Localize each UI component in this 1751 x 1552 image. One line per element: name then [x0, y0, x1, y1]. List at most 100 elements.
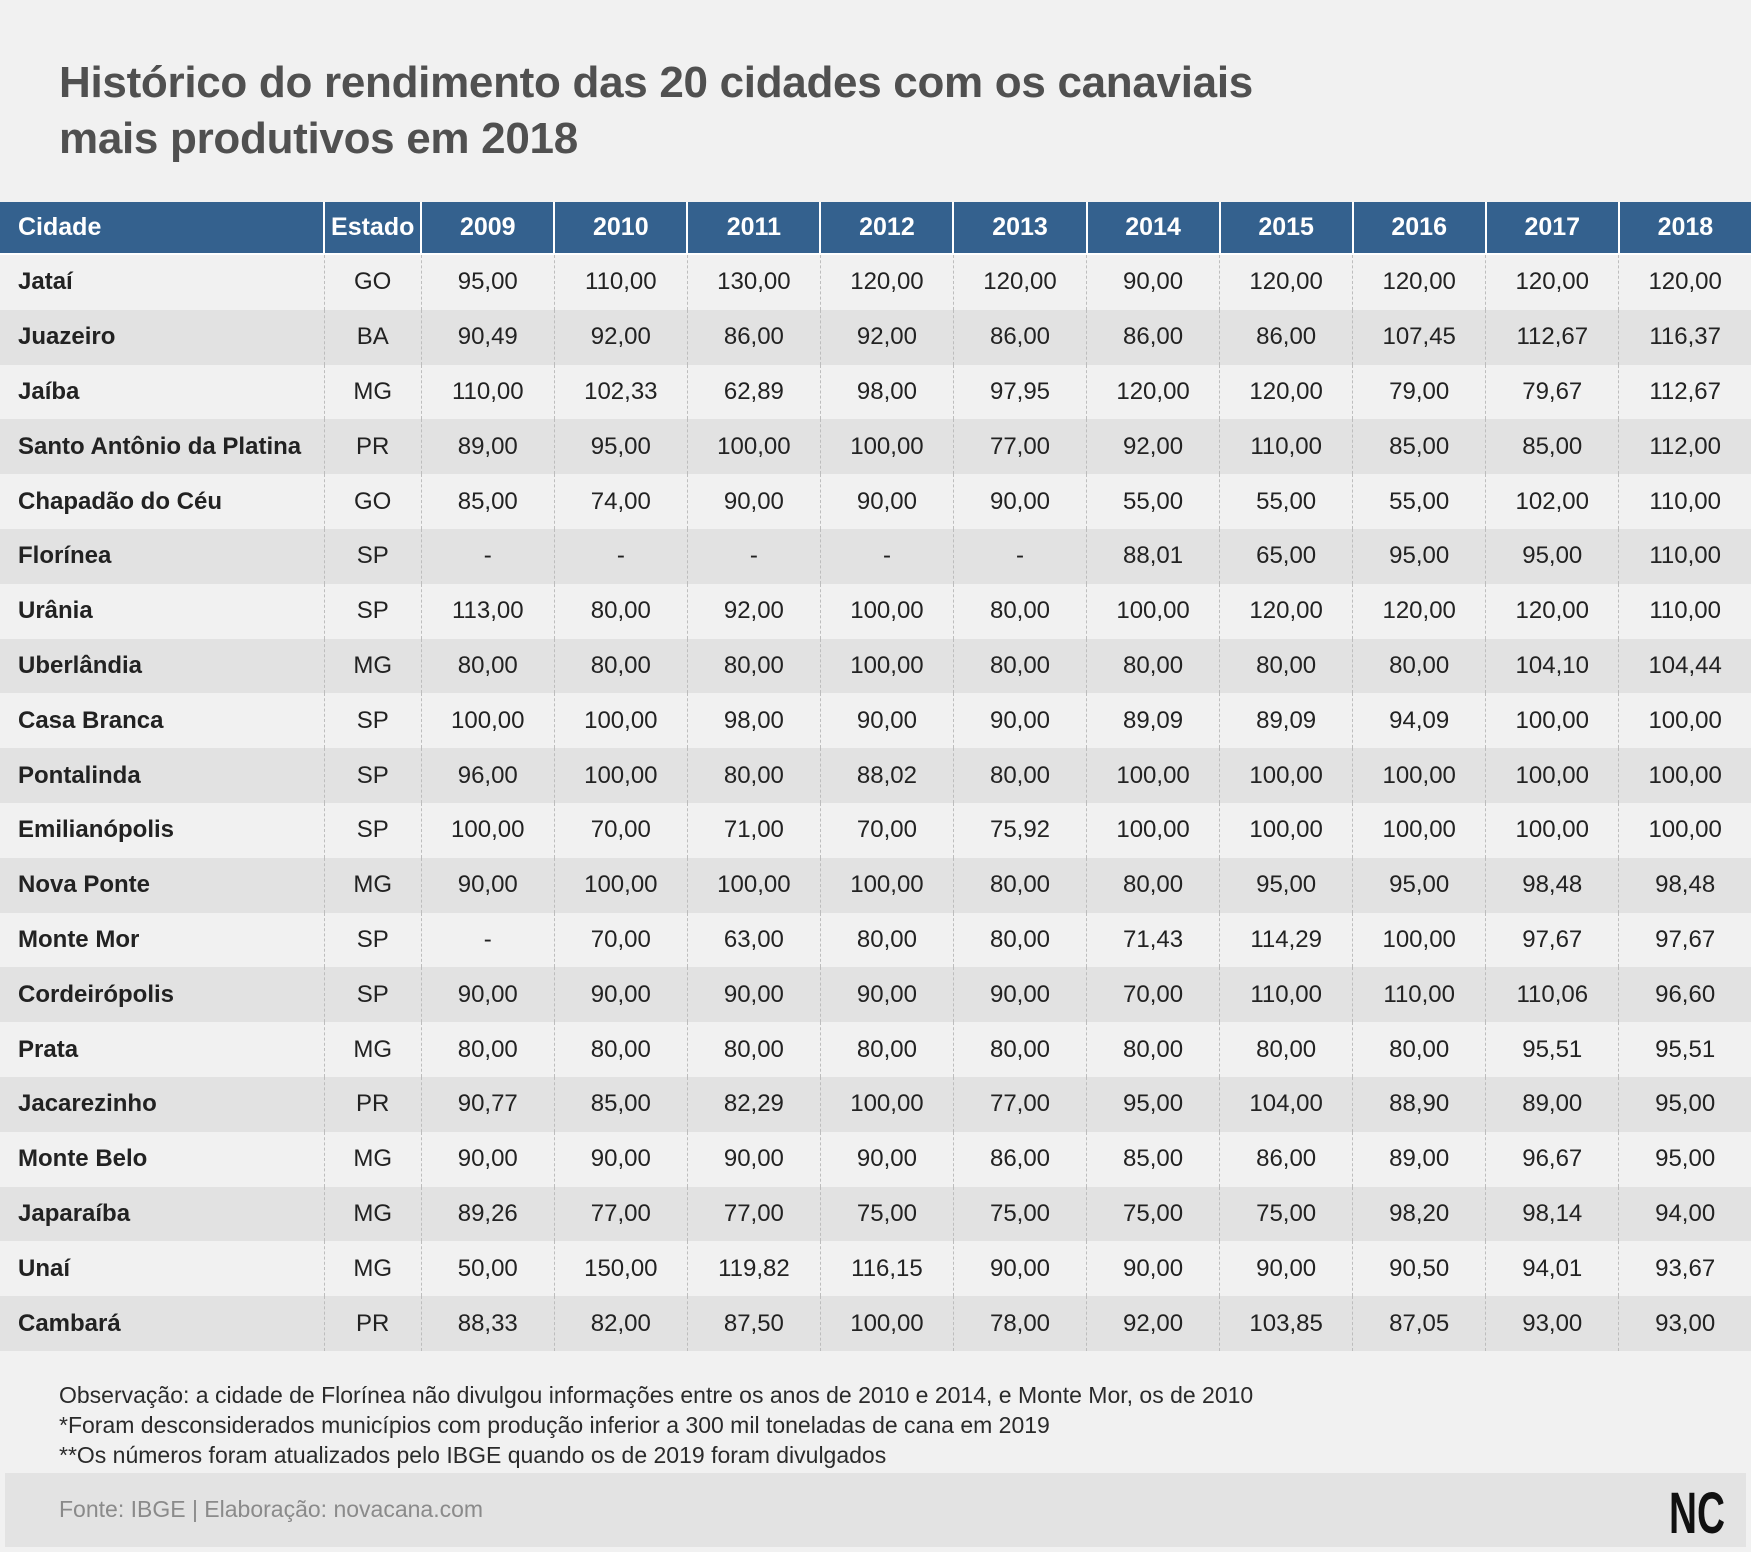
- yield-cell: 87,50: [686, 1296, 821, 1351]
- yield-cell: 100,00: [1352, 748, 1486, 803]
- yield-cell: 95,51: [1485, 1022, 1619, 1077]
- yield-cell: 98,14: [1485, 1186, 1619, 1242]
- table-row: Chapadão do Céu GO 85,00 74,00 90,00 90,00 90,…: [0, 474, 1751, 529]
- city-cell: Emilianópolis: [0, 802, 325, 858]
- yield-cell: 90,00: [553, 1131, 688, 1187]
- yield-cell: 95,00: [1352, 857, 1486, 913]
- yield-cell: 75,00: [1219, 1186, 1353, 1242]
- yield-cell: 71,00: [686, 802, 821, 858]
- yield-cell: 100,00: [819, 638, 954, 694]
- yield-cell: 120,00: [1086, 364, 1220, 420]
- yield-cell: 100,00: [819, 419, 954, 475]
- yield-cell: 80,00: [686, 1022, 821, 1077]
- yield-cell: 95,00: [1485, 528, 1619, 584]
- yield-cell: 55,00: [1086, 474, 1220, 529]
- yield-cell: 100,00: [1219, 802, 1353, 858]
- yield-cell: 100,00: [420, 693, 555, 749]
- yield-cell: 90,00: [1219, 1241, 1353, 1297]
- table-header: Cidade Estado 2009 2010 2011 2012 2013 2014 2015…: [0, 202, 1751, 255]
- footer: Fonte: IBGE | Elaboração: novacana.com N…: [5, 1473, 1746, 1547]
- yield-cell: 100,00: [1618, 802, 1751, 858]
- yield-cell: 80,00: [1086, 638, 1220, 694]
- yield-cell: 90,00: [819, 474, 954, 529]
- yield-cell: 86,00: [952, 309, 1087, 365]
- yield-cell: 70,00: [553, 912, 688, 968]
- city-cell: Santo Antônio da Platina: [0, 419, 325, 475]
- yield-cell: 100,00: [420, 802, 555, 858]
- table-row: Casa Branca SP 100,00 100,00 98,00 90,00 90,00…: [0, 693, 1751, 749]
- yield-cell: 75,92: [952, 802, 1087, 858]
- state-cell: PR: [323, 419, 422, 475]
- yield-cell: 90,00: [952, 474, 1087, 529]
- table-row: Urânia SP 113,00 80,00 92,00 100,00 80,00 100,0…: [0, 583, 1751, 639]
- note-municipios: *Foram desconsiderados municípios com pr…: [59, 1412, 1050, 1438]
- yield-cell: 75,00: [1086, 1186, 1220, 1242]
- yield-cell: 80,00: [1086, 1022, 1220, 1077]
- yield-cell: 86,00: [1086, 309, 1220, 365]
- state-cell: MG: [323, 1022, 422, 1077]
- yield-cell: 85,00: [420, 474, 555, 529]
- yield-cell: 88,01: [1086, 528, 1220, 584]
- column-header-year: 2016: [1351, 202, 1486, 255]
- column-header-year: 2011: [686, 202, 821, 255]
- yield-cell: 78,00: [952, 1296, 1087, 1351]
- yield-cell: 93,00: [1485, 1296, 1619, 1351]
- yield-cell: 103,85: [1219, 1296, 1353, 1351]
- yield-cell: 95,00: [553, 419, 688, 475]
- column-header-year: 2013: [952, 202, 1087, 255]
- yield-cell: 90,00: [819, 967, 954, 1023]
- yield-cell: 77,00: [686, 1186, 821, 1242]
- table-row: Monte Belo MG 90,00 90,00 90,00 90,00 86,00 85,…: [0, 1131, 1751, 1187]
- column-header-year: 2009: [420, 202, 555, 255]
- state-cell: MG: [323, 1241, 422, 1297]
- yield-cell: 80,00: [1352, 1022, 1486, 1077]
- yield-cell: 112,67: [1618, 364, 1751, 420]
- yield-cell: 98,20: [1352, 1186, 1486, 1242]
- table-row: Cambará PR 88,33 82,00 87,50 100,00 78,00 92,00…: [0, 1296, 1751, 1351]
- yield-cell: 96,60: [1618, 967, 1751, 1023]
- yield-cell: 120,00: [952, 254, 1087, 310]
- city-cell: Uberlândia: [0, 638, 325, 694]
- state-cell: GO: [323, 474, 422, 529]
- city-cell: Monte Mor: [0, 912, 325, 968]
- yield-cell: 93,67: [1618, 1241, 1751, 1297]
- yield-cell: 85,00: [1352, 419, 1486, 475]
- column-header-year: 2015: [1218, 202, 1353, 255]
- yield-cell: 55,00: [1219, 474, 1353, 529]
- yield-cell: 113,00: [420, 583, 555, 639]
- yield-cell: 110,00: [420, 364, 555, 420]
- yield-cell: 110,00: [1618, 474, 1751, 529]
- table-row: Jaíba MG 110,00 102,33 62,89 98,00 97,95 120,00…: [0, 364, 1751, 420]
- yield-cell: 120,00: [1618, 254, 1751, 310]
- state-cell: SP: [323, 528, 422, 584]
- yield-cell: 100,00: [819, 583, 954, 639]
- state-cell: MG: [323, 1186, 422, 1242]
- city-cell: Prata: [0, 1022, 325, 1077]
- yield-cell: 95,00: [1086, 1076, 1220, 1132]
- table-row: Juazeiro BA 90,49 92,00 86,00 92,00 86,00 86,00…: [0, 309, 1751, 365]
- source-credit: Fonte: IBGE | Elaboração: novacana.com: [59, 1496, 484, 1522]
- yield-cell: 100,00: [819, 1296, 954, 1351]
- yield-cell: 89,09: [1219, 693, 1353, 749]
- yield-cell: 92,00: [686, 583, 821, 639]
- state-cell: SP: [323, 912, 422, 968]
- chart-title: Histórico do rendimento das 20 cidades c…: [59, 55, 1359, 167]
- yield-cell: 98,00: [819, 364, 954, 420]
- yield-cell: 55,00: [1352, 474, 1486, 529]
- yield-cell: 130,00: [686, 254, 821, 310]
- city-cell: Chapadão do Céu: [0, 474, 325, 529]
- yield-cell: 95,51: [1618, 1022, 1751, 1077]
- yield-cell: 65,00: [1219, 528, 1353, 584]
- table-row: Jataí GO 95,00 110,00 130,00 120,00 120,00 90,0…: [0, 254, 1751, 310]
- novacana-logo: NC: [1669, 1481, 1725, 1541]
- state-cell: GO: [323, 254, 422, 310]
- city-cell: Cordeirópolis: [0, 967, 325, 1023]
- state-cell: MG: [323, 364, 422, 420]
- yield-cell: 100,00: [553, 748, 688, 803]
- yield-cell: 82,00: [553, 1296, 688, 1351]
- yield-cell: 70,00: [1086, 967, 1220, 1023]
- yield-cell: 77,00: [952, 419, 1087, 475]
- yield-cell: 94,00: [1618, 1186, 1751, 1242]
- yield-cell: 100,00: [819, 1076, 954, 1132]
- yield-cell: 90,50: [1352, 1241, 1486, 1297]
